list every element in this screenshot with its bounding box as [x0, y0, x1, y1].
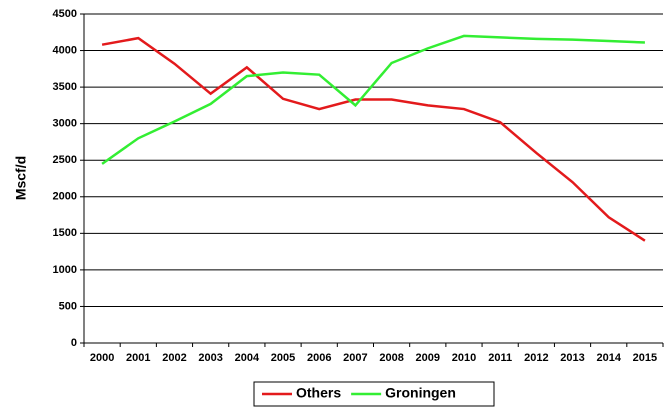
x-tick-label: 2009	[416, 352, 440, 364]
y-tick-label: 1000	[53, 264, 77, 276]
y-tick-label: 1500	[53, 227, 77, 239]
x-tick-label: 2012	[524, 352, 548, 364]
x-tick-label: 2013	[560, 352, 584, 364]
y-tick-label: 4500	[53, 8, 77, 20]
line-series	[101, 34, 645, 165]
line-series	[101, 36, 646, 242]
x-tick-label: 2000	[90, 352, 114, 364]
x-tick-label: 2011	[488, 352, 512, 364]
y-axis-label: Mscf/d	[13, 156, 29, 200]
legend: Others Groningen	[253, 381, 495, 407]
x-tick-label: 2015	[633, 352, 657, 364]
y-tick-label: 500	[59, 300, 77, 312]
x-tick-label: 2005	[271, 352, 295, 364]
y-tick-label: 0	[71, 337, 77, 349]
y-tick-label: 4000	[53, 44, 77, 56]
x-tick-label: 2002	[162, 352, 186, 364]
x-tick-label: 2010	[452, 352, 476, 364]
legend-label: Others	[296, 385, 341, 401]
legend-label: Groningen	[385, 385, 456, 401]
x-tick-label: 2014	[596, 352, 621, 364]
x-tick-label: 2003	[198, 352, 222, 364]
y-tick-label: 2500	[53, 154, 77, 166]
x-tick-label: 2007	[343, 352, 367, 364]
x-tick-label: 2004	[235, 352, 260, 364]
x-tick-label: 2008	[379, 352, 403, 364]
y-tick-label: 3500	[53, 81, 77, 93]
y-tick-label: 3000	[53, 118, 77, 130]
y-tick-label: 2000	[53, 191, 77, 203]
x-tick-label: 2006	[307, 352, 331, 364]
x-tick-label: 2001	[126, 352, 150, 364]
